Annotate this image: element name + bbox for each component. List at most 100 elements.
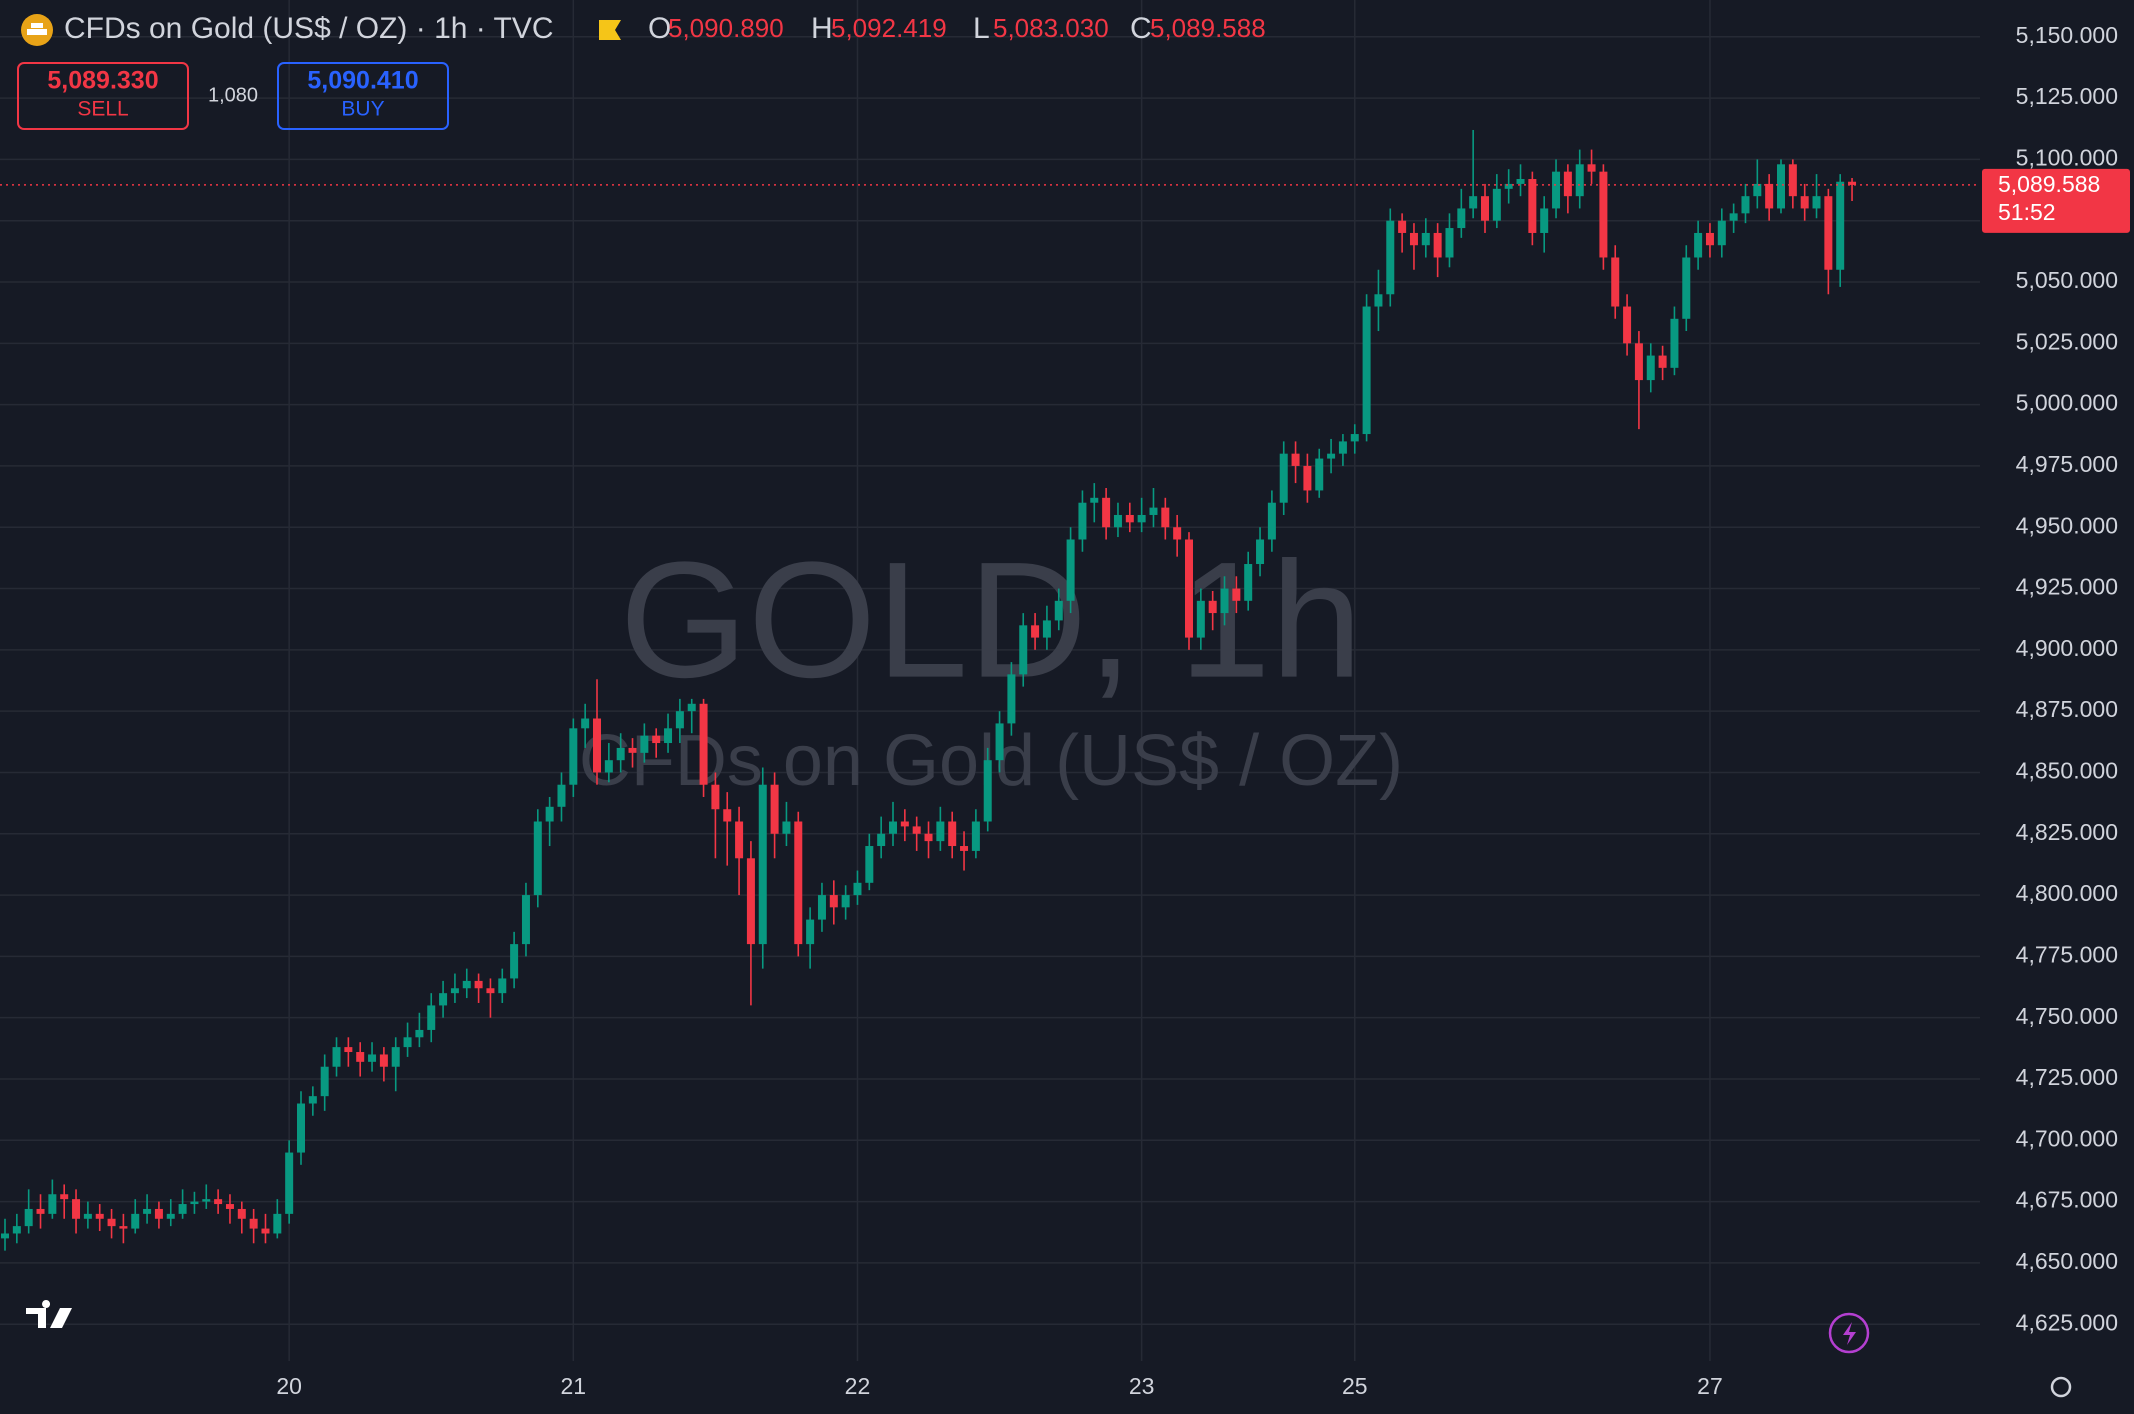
candle-body [297, 1103, 305, 1153]
candle-body [36, 1208, 45, 1214]
candle-body [1540, 208, 1549, 233]
candle-body [498, 978, 507, 994]
candle-body [1315, 458, 1324, 491]
candle-body [877, 833, 886, 847]
candle-body [1788, 164, 1797, 197]
candle-body [1102, 497, 1111, 528]
candle-body [391, 1047, 400, 1067]
candle-body [569, 728, 578, 785]
candle-body [1812, 196, 1821, 209]
candle-body [403, 1037, 412, 1048]
ohlc-key: H [811, 12, 833, 45]
candle-body [1599, 171, 1608, 258]
candle-body [1208, 600, 1217, 614]
spread: 1,080 [208, 84, 258, 106]
candle-body [225, 1204, 234, 1209]
sell-label: SELL [77, 98, 128, 121]
y-tick-label: 4,650.000 [2016, 1248, 2118, 1274]
candle-body [1137, 514, 1146, 523]
candle-body [1682, 257, 1691, 319]
candle-body [675, 711, 684, 729]
symbol-title[interactable]: CFDs on Gold (US$ / OZ) · 1h · TVC [64, 12, 554, 45]
candle-body [1196, 600, 1205, 638]
candle-body [379, 1054, 388, 1067]
candle-body [900, 821, 909, 827]
candle-body [1220, 588, 1229, 614]
y-tick-label: 5,025.000 [2016, 328, 2118, 354]
y-tick-label: 5,050.000 [2016, 267, 2118, 293]
candle-body [1492, 188, 1501, 221]
candle-body [889, 821, 897, 834]
candle-body [486, 988, 495, 994]
y-tick-label: 4,725.000 [2016, 1064, 2118, 1090]
ohlc-value: 5,092.419 [831, 13, 947, 43]
x-tick-label: 21 [561, 1373, 587, 1399]
sell-button[interactable] [17, 62, 189, 130]
candle-body [604, 760, 613, 773]
y-tick-label: 5,150.000 [2016, 22, 2118, 48]
candle-body [1374, 294, 1383, 307]
candle-body [178, 1204, 187, 1214]
candle-body [1623, 306, 1632, 344]
candle-body [1279, 453, 1288, 503]
icon-bar [31, 23, 43, 28]
candle-body [1007, 674, 1016, 724]
y-tick-label: 5,125.000 [2016, 83, 2118, 109]
candle-body [521, 895, 530, 945]
candle-body [1042, 620, 1051, 638]
candle-body [474, 980, 483, 989]
tradingview-logo[interactable] [26, 1300, 72, 1328]
candle-body [214, 1199, 223, 1205]
candle-body [1185, 539, 1193, 638]
x-tick-label: 23 [1129, 1373, 1155, 1399]
candle-body [1457, 208, 1466, 229]
ohlc-key: C [1130, 12, 1152, 45]
candle-body [1658, 355, 1667, 368]
candle-body [581, 718, 590, 729]
last-price-box [1982, 168, 2130, 233]
x-tick-label: 27 [1697, 1373, 1723, 1399]
candle-body [1694, 232, 1703, 258]
candle-body [143, 1208, 152, 1214]
candle-body [1, 1233, 9, 1239]
candle-body [332, 1047, 341, 1067]
candle-body [285, 1152, 294, 1214]
candle-body [711, 784, 720, 810]
candle-body [261, 1228, 270, 1234]
candle-body [1445, 228, 1454, 258]
candle-body [60, 1194, 69, 1200]
candle-body [1409, 232, 1418, 246]
flag-icon[interactable] [599, 20, 621, 40]
y-tick-label: 4,675.000 [2016, 1187, 2118, 1213]
candle-body [652, 735, 661, 744]
candle-body [1113, 514, 1122, 528]
candle-body [640, 735, 649, 753]
candle-body [794, 821, 803, 945]
candle-body [1244, 564, 1253, 601]
ohlc-key: L [973, 12, 990, 45]
candle-body [699, 703, 708, 785]
candle-body [1516, 179, 1525, 184]
candle-body [415, 1029, 424, 1038]
candle-body [971, 821, 980, 851]
candle-body [557, 784, 566, 807]
candle-body [533, 821, 542, 896]
candle-body [983, 760, 992, 822]
y-tick-label: 4,975.000 [2016, 451, 2118, 477]
y-tick-label: 4,750.000 [2016, 1003, 2118, 1029]
candle-body [1327, 453, 1336, 459]
candle-body [1019, 625, 1028, 675]
lightning-button[interactable] [1828, 1312, 1870, 1354]
candle-body [1587, 164, 1596, 172]
settings-button[interactable] [2050, 1376, 2072, 1398]
candle-body [439, 993, 448, 1006]
candle-body [1054, 600, 1063, 621]
candle-body [616, 747, 625, 761]
candle-body [1350, 434, 1359, 442]
candle-body [1125, 514, 1134, 523]
icon-bar [27, 29, 47, 35]
ohlc-value: 5,083.030 [993, 13, 1109, 43]
buy-button[interactable] [277, 62, 449, 130]
candle-body [735, 821, 744, 859]
